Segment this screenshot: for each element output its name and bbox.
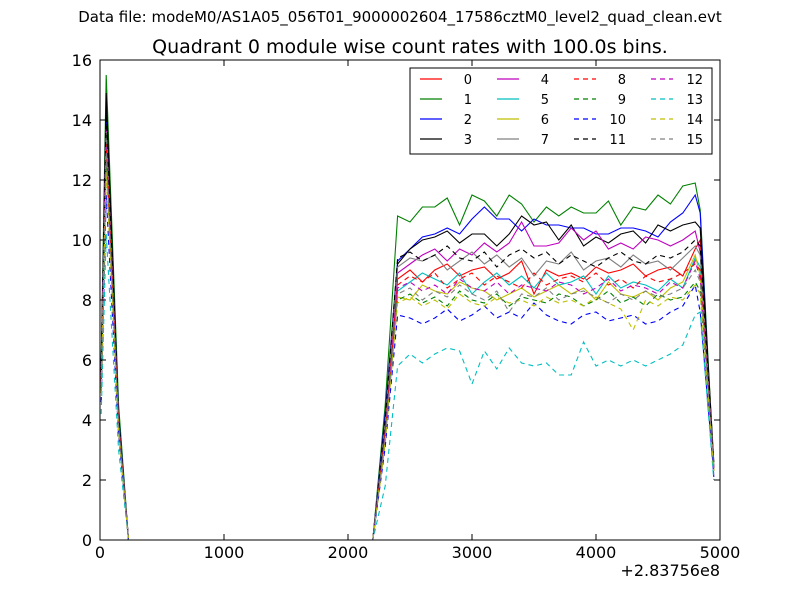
series-line-8 xyxy=(100,143,715,540)
legend-label-8: 8 xyxy=(618,73,626,88)
legend-label-10: 10 xyxy=(609,113,626,128)
series-line-1 xyxy=(100,74,715,540)
series-line-5 xyxy=(100,149,715,540)
legend-label-13: 13 xyxy=(686,93,703,108)
x-tick-label: 0 xyxy=(95,543,105,562)
y-tick-label: 8 xyxy=(82,291,92,310)
series-line-0 xyxy=(100,134,715,540)
legend-label-5: 5 xyxy=(541,93,549,108)
series-line-13 xyxy=(100,233,715,540)
legend-label-11: 11 xyxy=(609,133,626,148)
series-line-15 xyxy=(100,152,715,540)
legend-box xyxy=(409,67,713,155)
legend-label-14: 14 xyxy=(686,113,703,128)
y-tick-label: 10 xyxy=(72,231,92,250)
legend-label-9: 9 xyxy=(618,93,626,108)
y-tick-label: 0 xyxy=(82,531,92,550)
x-tick-label: 4000 xyxy=(576,543,617,562)
y-tick-label: 6 xyxy=(82,351,92,370)
y-tick-label: 4 xyxy=(82,411,92,430)
legend-label-15: 15 xyxy=(686,133,703,148)
legend-label-1: 1 xyxy=(464,93,472,108)
legend-label-2: 2 xyxy=(464,113,472,128)
x-tick-label: 3000 xyxy=(452,543,493,562)
series-line-2 xyxy=(100,104,715,540)
y-tick-label: 2 xyxy=(82,471,92,490)
legend-label-12: 12 xyxy=(686,73,703,88)
legend-label-7: 7 xyxy=(541,133,549,148)
series-line-7 xyxy=(100,131,715,540)
series-line-12 xyxy=(100,146,715,540)
data-file-suptitle: Data file: modeM0/AS1A05_056T01_90000026… xyxy=(78,8,722,26)
series-line-3 xyxy=(100,92,715,540)
legend-label-0: 0 xyxy=(464,73,472,88)
plot-series-group xyxy=(100,74,715,540)
series-line-11 xyxy=(100,113,715,540)
x-axis-offset-label: +2.83756e8 xyxy=(620,561,720,580)
legend-label-3: 3 xyxy=(464,133,472,148)
y-tick-label: 14 xyxy=(72,111,92,130)
legend-label-6: 6 xyxy=(541,113,549,128)
series-line-4 xyxy=(100,125,715,540)
x-tick-label: 5000 xyxy=(700,543,741,562)
x-tick-label: 1000 xyxy=(204,543,245,562)
y-tick-label: 16 xyxy=(72,51,92,70)
x-tick-label: 2000 xyxy=(328,543,369,562)
chart-title: Quadrant 0 module wise count rates with … xyxy=(152,36,668,58)
y-tick-label: 12 xyxy=(72,171,92,190)
legend-label-4: 4 xyxy=(541,73,549,88)
series-line-6 xyxy=(100,155,715,540)
series-line-14 xyxy=(100,170,715,540)
series-line-10 xyxy=(100,194,715,540)
